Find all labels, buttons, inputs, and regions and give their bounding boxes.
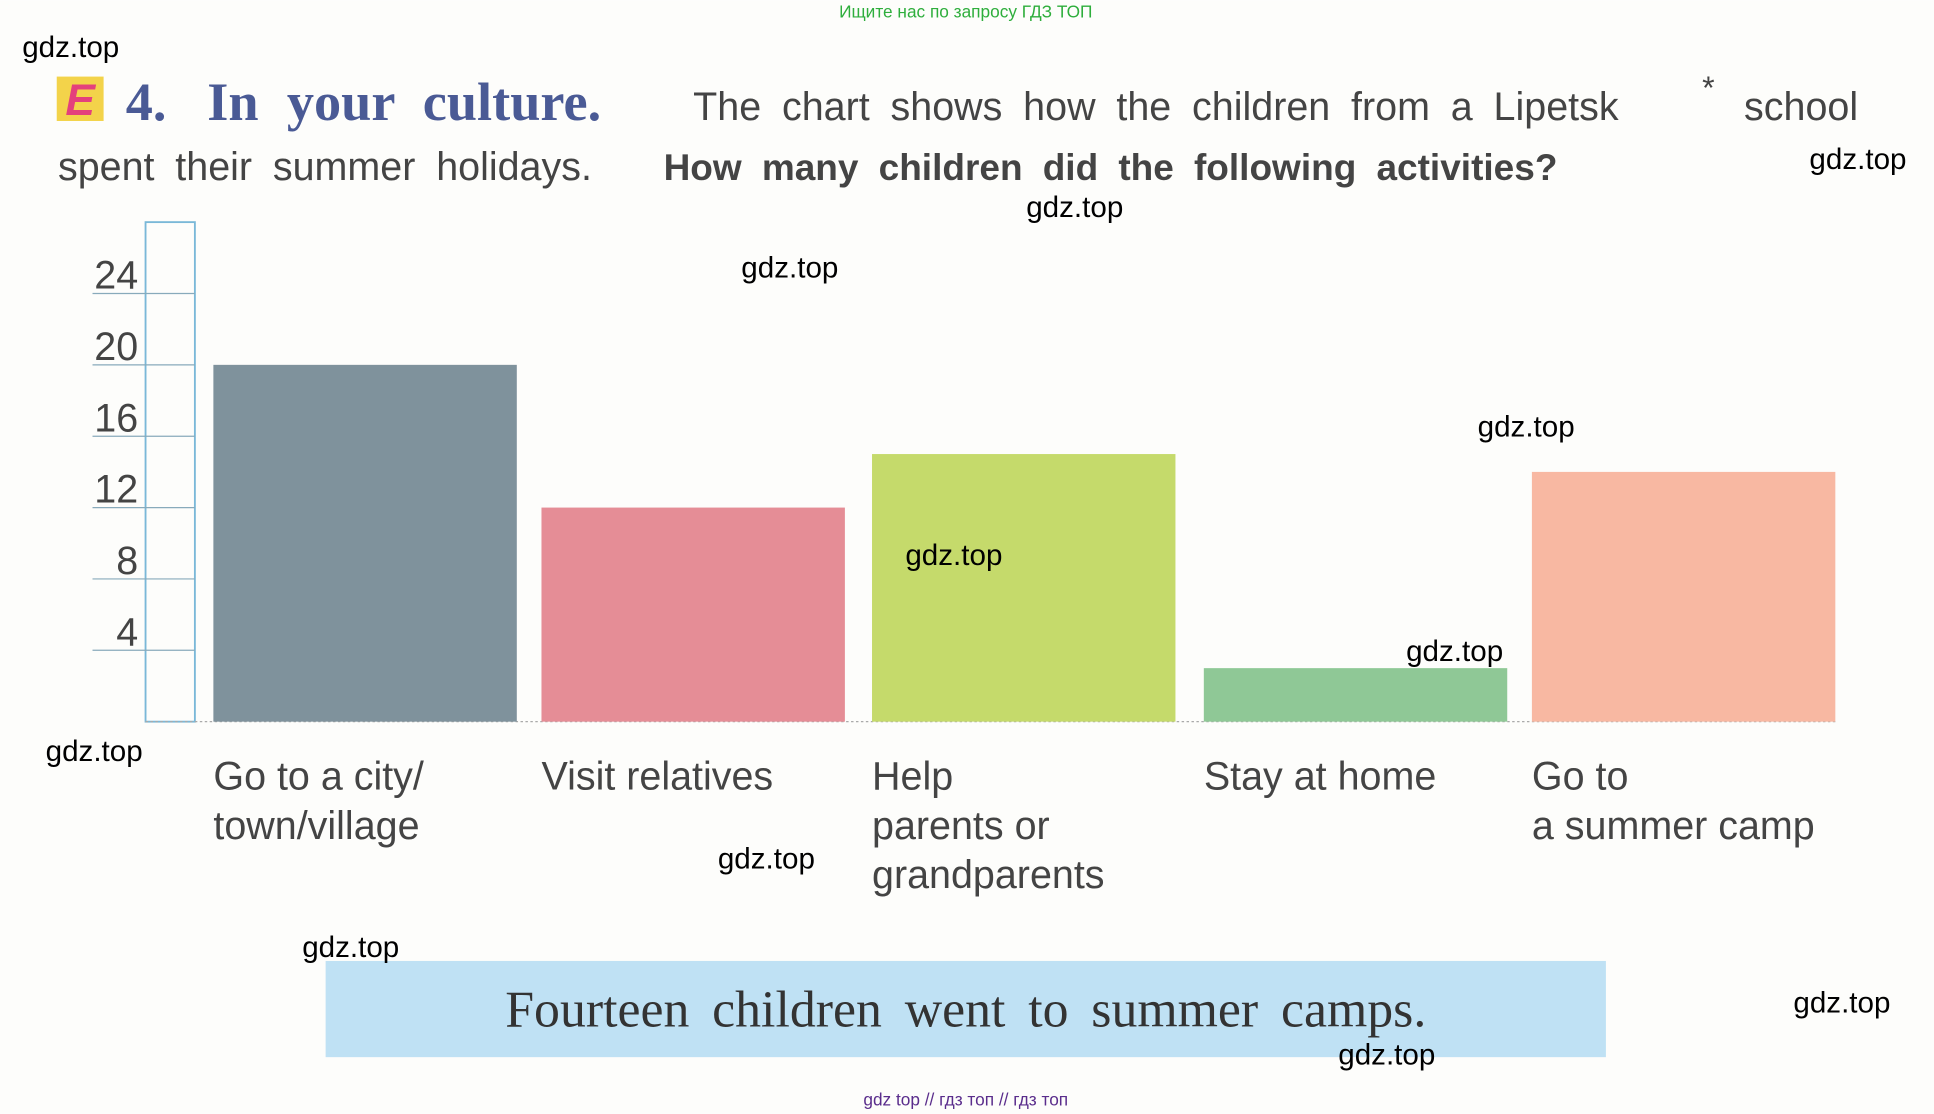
example-box — [325, 960, 1606, 1058]
watermark: gdz.top — [1406, 635, 1503, 668]
section-title: In your culture. — [207, 72, 601, 132]
badge: E — [65, 76, 96, 125]
bar — [1531, 471, 1836, 722]
y-tick-label: 20 — [94, 325, 138, 369]
x-tick-label: Stay at home — [1204, 754, 1436, 798]
watermark: gdz.top — [1026, 191, 1123, 224]
x-tick-label: Visit relatives — [541, 754, 773, 798]
watermark: gdz.top — [22, 31, 119, 64]
bar — [213, 364, 517, 722]
watermark: gdz.top — [1338, 1039, 1435, 1072]
watermark: gdz.top — [1809, 143, 1906, 176]
watermark: gdz.top — [718, 842, 815, 875]
header-text: school — [1744, 85, 1858, 129]
exercise-number: 4. — [126, 72, 167, 132]
bar — [872, 454, 1176, 722]
example-sentence: Fourteen children went to summer camps. — [505, 981, 1426, 1038]
watermark: gdz.top — [741, 252, 838, 285]
watermark: gdz.top — [1478, 411, 1575, 444]
watermark: gdz.top — [1793, 987, 1890, 1020]
x-tick-label: Go to a city/town/village — [213, 754, 424, 847]
y-tick-label: 12 — [94, 468, 138, 512]
y-tick-label: 8 — [116, 539, 138, 583]
x-tick-label: Help parents or grandparents — [872, 754, 1105, 897]
header-text: The chart shows how the children from a … — [693, 85, 1619, 129]
bar — [1203, 668, 1508, 722]
top-note: Ищите нас по запросу ГДЗ ТОП — [839, 1, 1092, 21]
watermark: gdz.top — [302, 931, 399, 964]
x-tick-label: Go to a summer camp — [1532, 754, 1815, 847]
question: How many children did the following acti… — [664, 147, 1558, 188]
y-tick-label: 16 — [94, 396, 138, 440]
bar — [541, 507, 845, 722]
header-text: spent their summer holidays. — [58, 145, 592, 189]
y-tick-label: 4 — [116, 610, 138, 654]
footer: gdz top // гдз топ // гдз топ — [863, 1089, 1068, 1109]
asterisk: * — [1702, 70, 1714, 106]
y-tick-label: 24 — [94, 254, 138, 298]
watermark: gdz.top — [905, 539, 1002, 572]
watermark: gdz.top — [46, 735, 143, 768]
badge-box — [56, 76, 104, 121]
